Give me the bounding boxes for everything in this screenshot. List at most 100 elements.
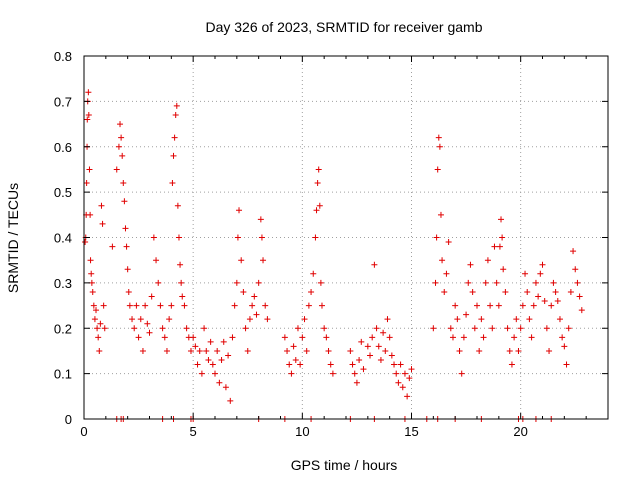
data-point xyxy=(437,211,444,218)
data-point xyxy=(565,325,572,332)
data-point xyxy=(430,325,437,332)
data-point xyxy=(142,302,149,309)
data-point xyxy=(155,279,162,286)
data-point xyxy=(91,316,98,323)
data-point xyxy=(351,370,358,377)
data-point xyxy=(148,293,155,300)
data-point xyxy=(126,302,133,309)
data-point xyxy=(86,166,93,173)
data-point xyxy=(297,361,304,368)
data-point xyxy=(449,334,456,341)
data-point xyxy=(401,370,408,377)
data-point xyxy=(364,343,371,350)
data-point xyxy=(314,180,321,187)
data-point xyxy=(312,234,319,241)
data-point xyxy=(474,302,480,309)
data-point xyxy=(495,302,502,309)
data-point xyxy=(303,347,310,354)
data-point xyxy=(236,207,243,214)
data-point xyxy=(347,347,354,354)
data-point xyxy=(98,202,105,209)
data-point xyxy=(513,316,520,323)
data-point xyxy=(229,334,236,341)
data-point xyxy=(487,302,494,309)
x-tick-labels: 0 5 10 15 20 xyxy=(80,424,528,439)
data-point xyxy=(87,257,94,264)
data-point xyxy=(85,111,92,118)
data-point xyxy=(567,288,574,295)
data-point xyxy=(572,266,579,273)
data-point xyxy=(288,370,295,377)
data-point xyxy=(371,261,378,268)
y-tick-label: 0 xyxy=(65,412,72,427)
x-tick-label: 15 xyxy=(404,424,418,439)
data-point xyxy=(323,334,330,341)
y-tick-label: 0.8 xyxy=(54,49,72,64)
data-point xyxy=(131,325,138,332)
data-point xyxy=(499,234,506,241)
data-point xyxy=(465,279,472,286)
data-point xyxy=(552,288,559,295)
data-point xyxy=(434,166,441,173)
data-point xyxy=(129,316,136,323)
data-point xyxy=(515,347,522,354)
data-point xyxy=(100,302,107,309)
data-point xyxy=(535,293,542,300)
data-point xyxy=(205,357,212,364)
data-point xyxy=(190,334,197,341)
data-point xyxy=(502,288,509,295)
data-point xyxy=(177,261,184,268)
data-point xyxy=(135,334,142,341)
data-point xyxy=(203,347,210,354)
data-point xyxy=(113,166,120,173)
data-point xyxy=(484,257,491,264)
data-point xyxy=(349,361,356,368)
data-point xyxy=(554,298,561,305)
data-point xyxy=(317,279,324,286)
data-point xyxy=(281,334,288,341)
data-point xyxy=(153,257,160,264)
data-point xyxy=(382,347,389,354)
data-point xyxy=(192,343,199,350)
data-point xyxy=(321,325,328,332)
data-point xyxy=(496,243,503,250)
data-point xyxy=(463,311,470,318)
data-point xyxy=(504,325,511,332)
data-point xyxy=(541,298,548,305)
data-point xyxy=(125,288,132,295)
data-point xyxy=(89,288,96,295)
data-point xyxy=(119,152,126,159)
y-tick-label: 0.7 xyxy=(54,94,72,109)
data-point xyxy=(159,325,166,332)
y-axis-title: SRMTID / TECUs xyxy=(5,183,21,293)
data-point xyxy=(294,325,301,332)
data-point xyxy=(242,325,249,332)
data-point xyxy=(173,102,180,109)
data-point xyxy=(408,366,415,373)
data-point xyxy=(524,288,531,295)
data-point xyxy=(220,338,227,345)
data-point xyxy=(123,243,130,250)
data-point xyxy=(299,334,306,341)
data-point xyxy=(460,334,467,341)
data-point xyxy=(139,347,146,354)
data-point xyxy=(87,211,94,218)
data-point xyxy=(526,316,533,323)
data-point xyxy=(360,366,367,373)
data-point xyxy=(161,334,168,341)
data-point xyxy=(559,334,566,341)
data-point xyxy=(443,270,450,277)
data-point xyxy=(404,393,411,400)
data-point xyxy=(146,329,153,336)
data-point xyxy=(249,302,256,309)
data-point xyxy=(522,270,529,277)
data-point xyxy=(292,357,299,364)
data-point xyxy=(546,347,553,354)
data-point xyxy=(231,302,238,309)
data-point xyxy=(508,361,515,368)
y-tick-labels: 0 0.1 0.2 0.3 0.4 0.5 0.6 0.7 0.8 xyxy=(54,49,72,427)
data-point xyxy=(218,357,225,364)
data-point xyxy=(530,302,537,309)
data-point xyxy=(539,261,546,268)
data-point xyxy=(95,334,102,341)
